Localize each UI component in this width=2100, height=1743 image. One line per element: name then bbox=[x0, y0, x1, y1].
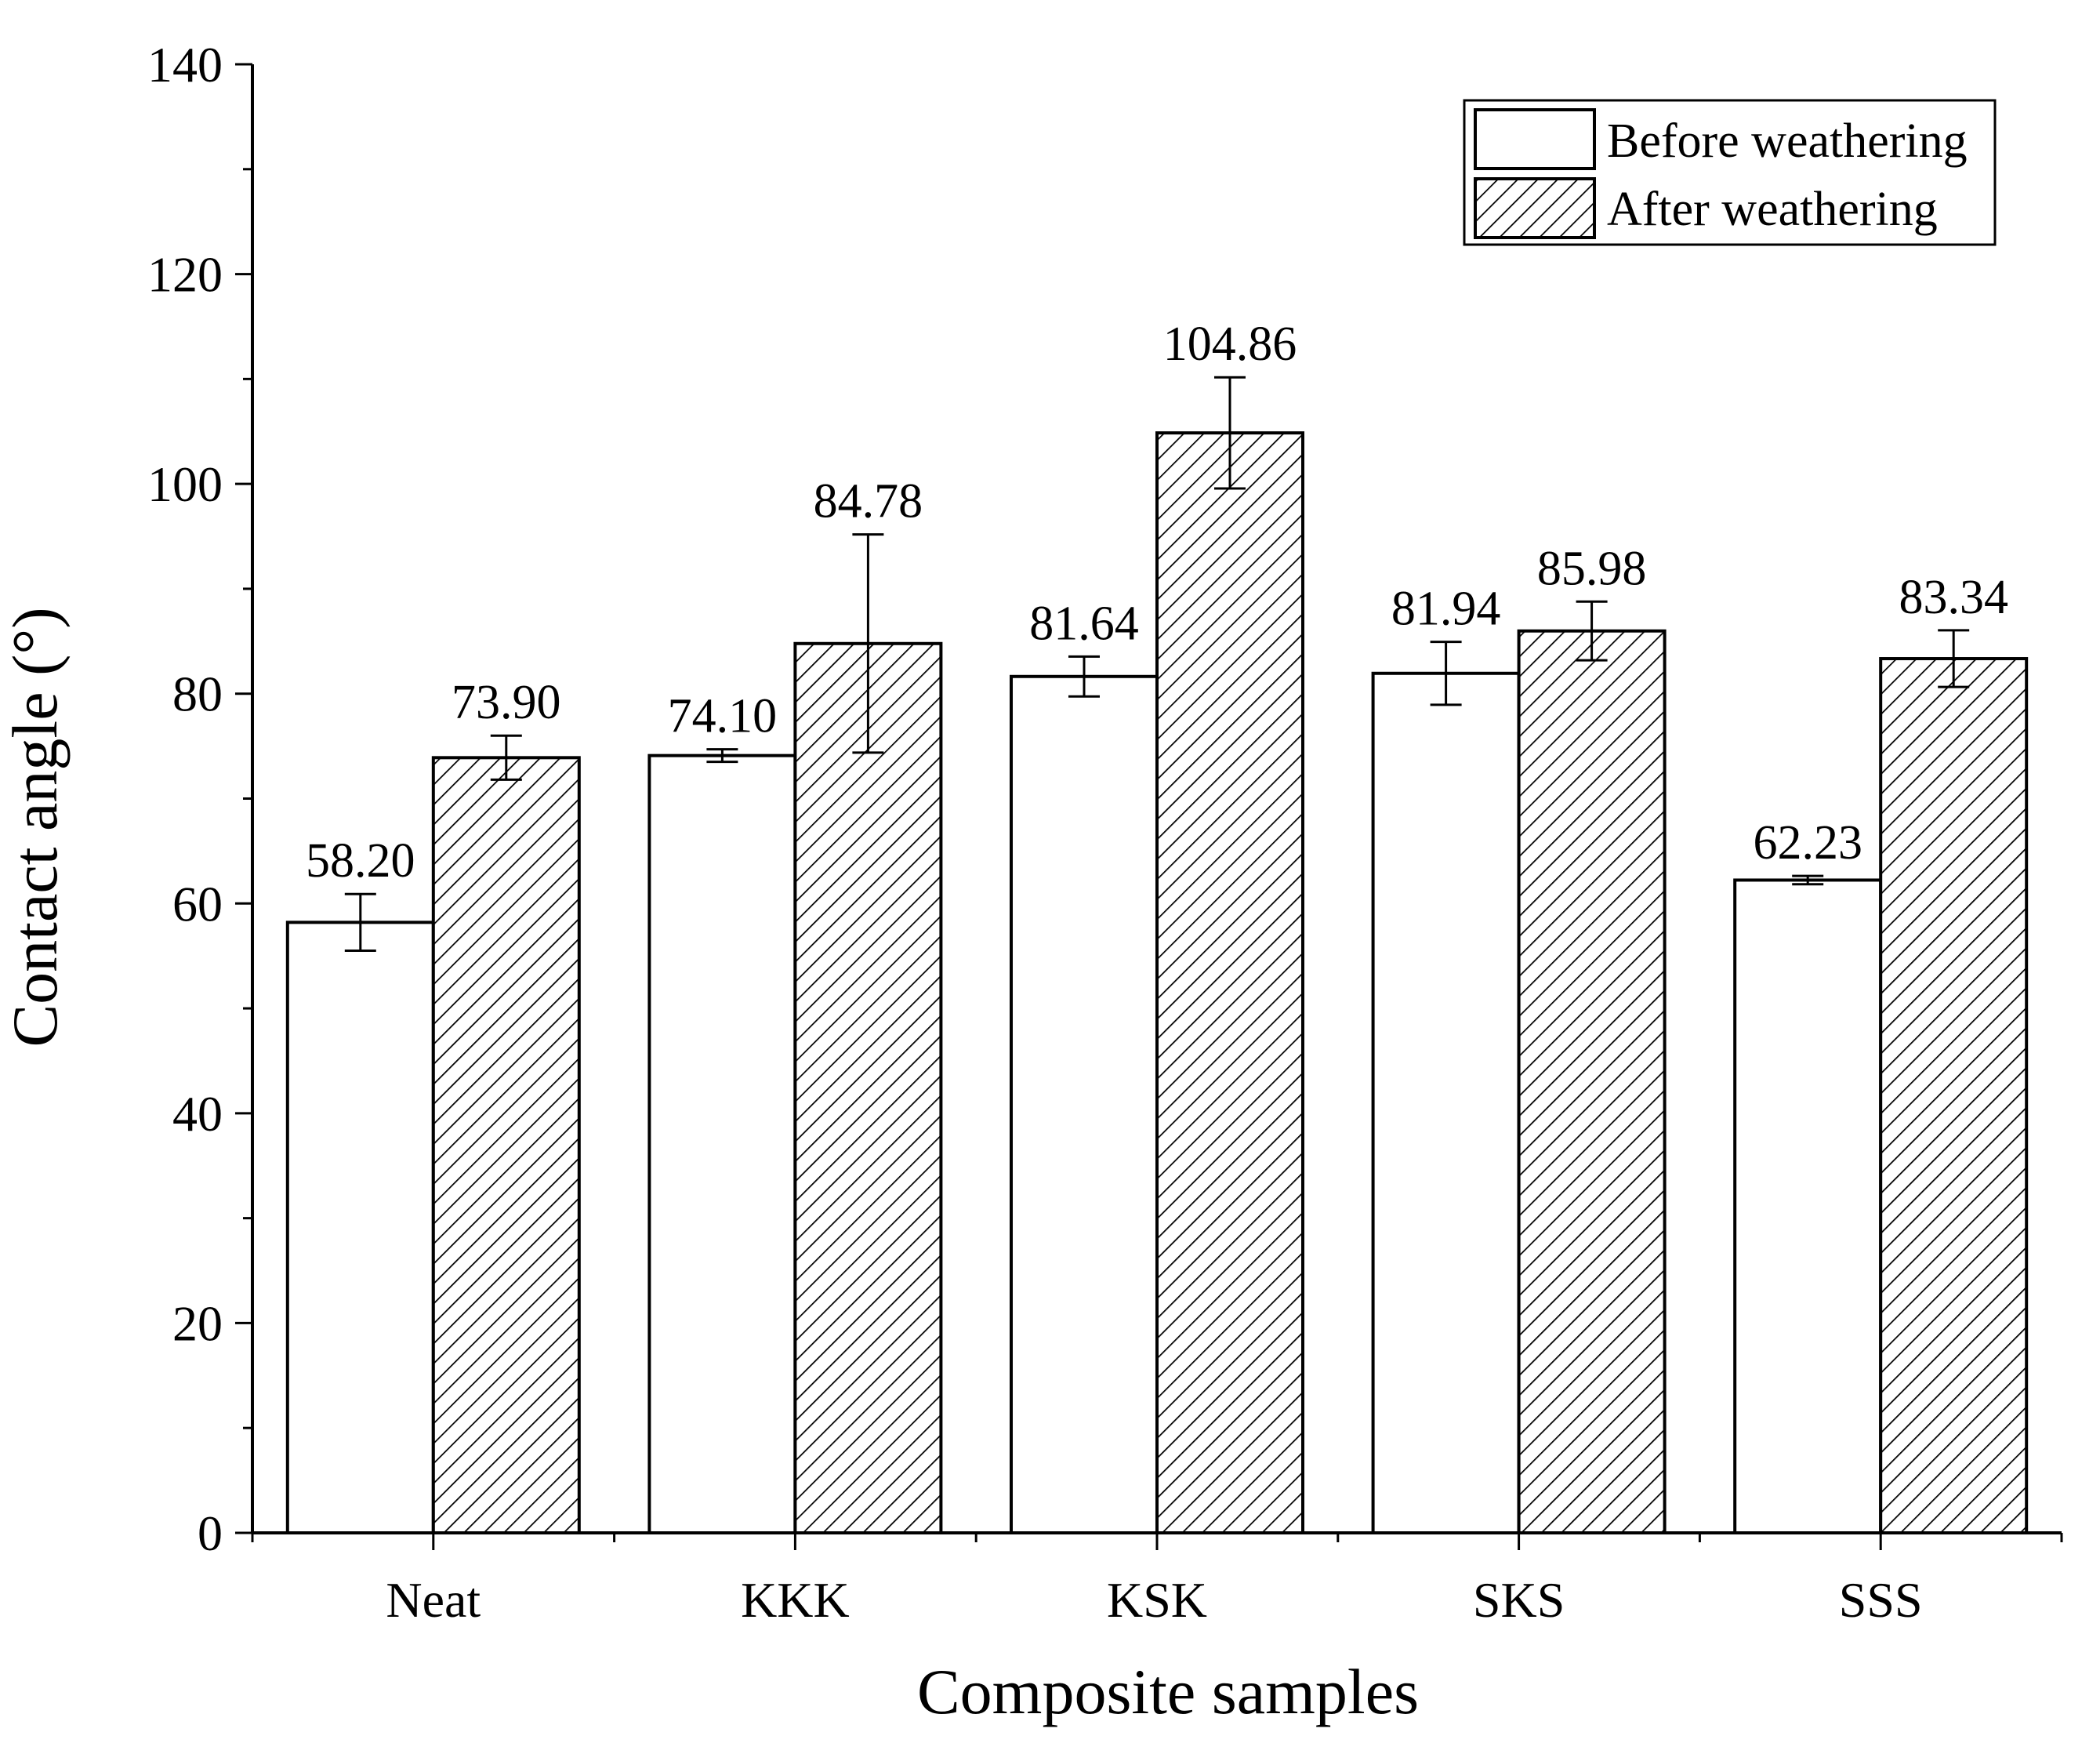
legend-label-before: Before weathering bbox=[1607, 114, 1968, 168]
error-bar-after-kkk bbox=[852, 533, 884, 754]
x-axis-title: Composite samples bbox=[917, 1656, 1419, 1727]
legend-swatch-after bbox=[1474, 177, 1596, 239]
ticks-layer: Neat KKK KSK SKS SSS 0 20 40 60 80 100 120 140 bbox=[147, 37, 2063, 1628]
errorbars-layer bbox=[344, 376, 1970, 952]
y-axis-title: Contact angle (°) bbox=[0, 607, 71, 1047]
value-label-after-sks: 85.98 bbox=[1537, 542, 1647, 595]
error-bar-after-neat bbox=[490, 734, 522, 781]
value-label-after-sss: 83.34 bbox=[1899, 571, 2008, 624]
error-bar-before-ksk bbox=[1068, 655, 1100, 698]
value-label-after-ksk: 104.86 bbox=[1163, 318, 1297, 371]
bar-before-ksk bbox=[1010, 674, 1159, 1534]
error-bar-after-ksk bbox=[1214, 376, 1246, 490]
x-tick-label-sks: SKS bbox=[1473, 1572, 1565, 1628]
bar-before-kkk bbox=[647, 753, 797, 1534]
bar-after-ksk bbox=[1155, 431, 1304, 1534]
y-tick-label-120: 120 bbox=[147, 247, 223, 303]
error-bar-after-sss bbox=[1938, 629, 1970, 688]
error-bar-after-sks bbox=[1576, 600, 1608, 662]
y-tick-label-100: 100 bbox=[147, 456, 223, 512]
x-tick-label-sss: SSS bbox=[1839, 1572, 1923, 1628]
x-tick-label-ksk: KSK bbox=[1107, 1572, 1207, 1628]
y-tick-label-20: 20 bbox=[172, 1295, 223, 1351]
x-tick-label-neat: Neat bbox=[386, 1572, 481, 1628]
value-label-before-neat: 58.20 bbox=[306, 834, 415, 888]
legend-swatch-before bbox=[1474, 108, 1596, 170]
y-tick-label-40: 40 bbox=[172, 1086, 223, 1142]
bar-after-sss bbox=[1879, 657, 2029, 1534]
bar-after-neat bbox=[431, 756, 581, 1534]
value-label-before-sss: 62.23 bbox=[1753, 816, 1862, 870]
error-bar-before-kkk bbox=[706, 748, 738, 764]
bar-after-kkk bbox=[793, 641, 943, 1534]
value-label-before-kkk: 74.10 bbox=[668, 690, 778, 743]
value-label-after-neat: 73.90 bbox=[452, 676, 561, 729]
bars-layer bbox=[285, 431, 2029, 1535]
error-bar-before-sks bbox=[1430, 641, 1462, 706]
value-labels-layer: 58.20 73.90 74.10 84.78 81.64 104.86 81.94 85.9… bbox=[306, 318, 2008, 888]
error-bar-before-sss bbox=[1792, 874, 1824, 886]
y-tick-label-80: 80 bbox=[172, 666, 223, 722]
x-tick-label-kkk: KKK bbox=[741, 1572, 850, 1628]
value-label-before-ksk: 81.64 bbox=[1029, 597, 1139, 650]
y-tick-label-60: 60 bbox=[172, 876, 223, 931]
error-bar-before-neat bbox=[344, 892, 376, 952]
legend-label-after: After weathering bbox=[1607, 183, 1938, 236]
value-label-after-kkk: 84.78 bbox=[814, 475, 923, 528]
y-tick-label-140: 140 bbox=[147, 37, 223, 93]
legend: Before weathering After weathering bbox=[1463, 99, 1997, 246]
bar-before-sss bbox=[1733, 878, 1883, 1535]
y-tick-label-0: 0 bbox=[198, 1505, 223, 1561]
bar-after-sks bbox=[1517, 629, 1667, 1534]
bar-before-sks bbox=[1371, 671, 1521, 1534]
bar-before-neat bbox=[285, 921, 435, 1535]
value-label-before-sks: 81.94 bbox=[1391, 583, 1501, 636]
